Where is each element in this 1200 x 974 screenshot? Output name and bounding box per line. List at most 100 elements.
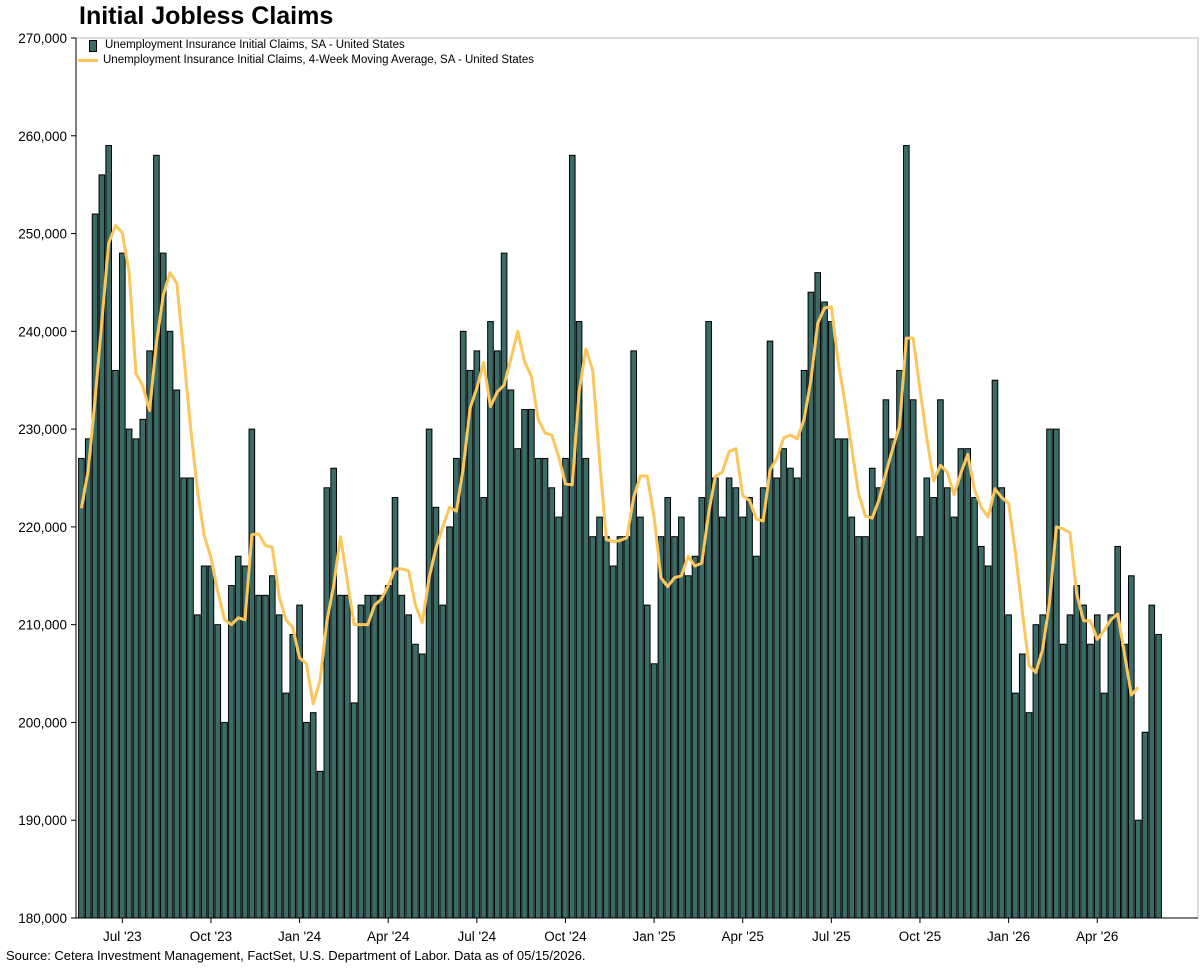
bar xyxy=(1080,604,1087,919)
bar xyxy=(323,487,331,919)
y-tick-label: 250,000 xyxy=(18,227,67,242)
bar xyxy=(1046,428,1053,919)
bar xyxy=(753,555,760,919)
x-tick-label: Jul '24 xyxy=(458,929,497,944)
bar xyxy=(221,721,228,919)
bar xyxy=(896,369,903,919)
bar xyxy=(746,497,753,919)
bar xyxy=(1141,731,1149,919)
bar xyxy=(1012,692,1019,919)
bar xyxy=(187,477,194,919)
bar xyxy=(568,154,576,919)
bar xyxy=(718,516,726,919)
bar xyxy=(657,536,665,919)
bar xyxy=(534,457,542,919)
bar xyxy=(984,565,992,919)
bar xyxy=(664,497,672,919)
bar xyxy=(119,252,126,919)
bar xyxy=(903,145,910,919)
bar xyxy=(1114,545,1122,919)
bar xyxy=(705,321,712,919)
bar xyxy=(712,477,719,919)
bar xyxy=(234,555,242,919)
y-tick-label: 270,000 xyxy=(18,31,67,46)
bar xyxy=(725,477,733,919)
bar xyxy=(855,536,862,919)
x-tick-label: Apr '26 xyxy=(1076,929,1118,944)
bar xyxy=(391,497,399,919)
bar xyxy=(432,506,440,919)
bar xyxy=(337,594,344,919)
bar xyxy=(343,594,351,919)
bar xyxy=(828,321,835,919)
bars-layer xyxy=(78,145,1162,919)
bar xyxy=(562,457,569,919)
line-layer xyxy=(79,224,1140,706)
bar xyxy=(303,721,310,919)
bar xyxy=(1025,712,1033,919)
legend-item-line: Unemployment Insurance Initial Claims, 4… xyxy=(78,53,535,68)
bar xyxy=(214,624,222,919)
bar xyxy=(623,536,631,919)
bar xyxy=(132,438,140,919)
bar xyxy=(582,457,590,919)
bar xyxy=(384,585,392,919)
axis-layer: 180,000 190,000 200,000 210,000 220,000 230,0… xyxy=(18,31,1199,944)
bar xyxy=(350,702,358,919)
bar xyxy=(180,477,187,919)
bar xyxy=(248,428,256,919)
bar xyxy=(1059,643,1067,919)
bar xyxy=(1053,428,1060,919)
bar xyxy=(309,712,317,919)
y-tick-label: 230,000 xyxy=(18,422,67,437)
bar xyxy=(507,389,515,919)
bar xyxy=(957,448,965,919)
bar xyxy=(480,497,487,919)
bar xyxy=(200,565,208,919)
x-tick-label: Jul '23 xyxy=(103,929,142,944)
x-tick-label: Jan '25 xyxy=(633,929,676,944)
y-tick-label: 210,000 xyxy=(18,618,67,633)
legend: Unemployment Insurance Initial Claims, S… xyxy=(78,38,535,68)
bar xyxy=(1155,633,1162,919)
bar xyxy=(493,350,501,919)
bar xyxy=(275,614,283,919)
bar xyxy=(889,438,897,919)
bar xyxy=(125,428,133,919)
source-note: Source: Cetera Investment Management, Fa… xyxy=(6,948,586,963)
bar xyxy=(978,545,985,919)
bar xyxy=(1005,614,1012,919)
bar xyxy=(255,594,262,919)
bar xyxy=(548,487,556,919)
bar xyxy=(759,487,767,919)
bar xyxy=(875,487,883,919)
y-tick-label: 240,000 xyxy=(18,324,67,339)
bar xyxy=(671,536,678,919)
bar xyxy=(800,369,808,919)
bar xyxy=(357,604,365,919)
x-tick-label: Oct '23 xyxy=(190,929,232,944)
bar xyxy=(616,536,624,919)
x-tick-label: Oct '25 xyxy=(899,929,941,944)
bar xyxy=(541,457,549,919)
bar xyxy=(1121,643,1128,919)
bar xyxy=(1093,614,1101,919)
bar xyxy=(262,594,269,919)
bar xyxy=(418,653,426,919)
bar xyxy=(528,409,535,919)
bar xyxy=(609,565,617,919)
bar xyxy=(868,467,876,919)
bar xyxy=(159,252,167,919)
legend-line-label: Unemployment Insurance Initial Claims, 4… xyxy=(103,54,535,66)
bar xyxy=(500,252,508,919)
bar xyxy=(841,438,849,919)
bar xyxy=(691,555,699,919)
bar xyxy=(194,614,201,919)
bar xyxy=(146,350,153,919)
bar xyxy=(814,272,822,919)
y-tick-label: 260,000 xyxy=(18,129,67,144)
bar xyxy=(459,330,467,919)
bar xyxy=(139,418,147,919)
bar xyxy=(371,594,378,919)
bar xyxy=(412,643,419,919)
